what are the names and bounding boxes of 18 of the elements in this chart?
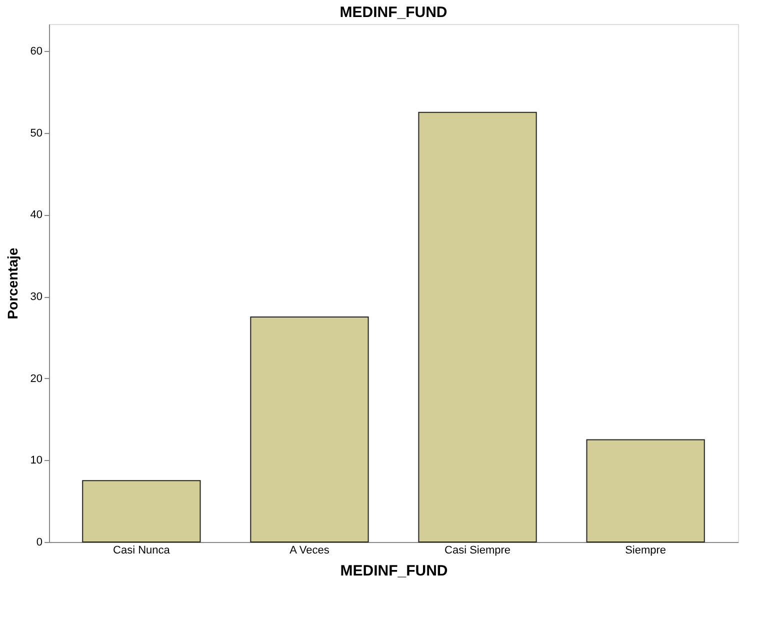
y-tick-label: 40 <box>30 209 42 222</box>
x-tick-label: Casi Siempre <box>444 544 511 556</box>
y-tick-label: 20 <box>30 372 42 385</box>
x-tick-label: Siempre <box>625 544 666 556</box>
y-tick-label: 0 <box>36 536 42 548</box>
y-tick-label: 60 <box>30 46 42 58</box>
bar <box>418 112 537 542</box>
x-tick-label: A Veces <box>290 544 330 556</box>
y-tick-label: 30 <box>30 291 42 303</box>
y-tick-label: 10 <box>30 454 42 467</box>
y-tick-label: 50 <box>30 127 42 140</box>
y-axis-title: Porcentaje <box>4 247 20 320</box>
bar <box>586 439 705 542</box>
bar <box>250 316 369 542</box>
x-axis-title: MEDINF_FUND <box>340 562 448 580</box>
bar <box>82 480 201 542</box>
chart-title: MEDINF_FUND <box>340 4 448 21</box>
x-tick-label: Casi Nunca <box>112 544 171 556</box>
